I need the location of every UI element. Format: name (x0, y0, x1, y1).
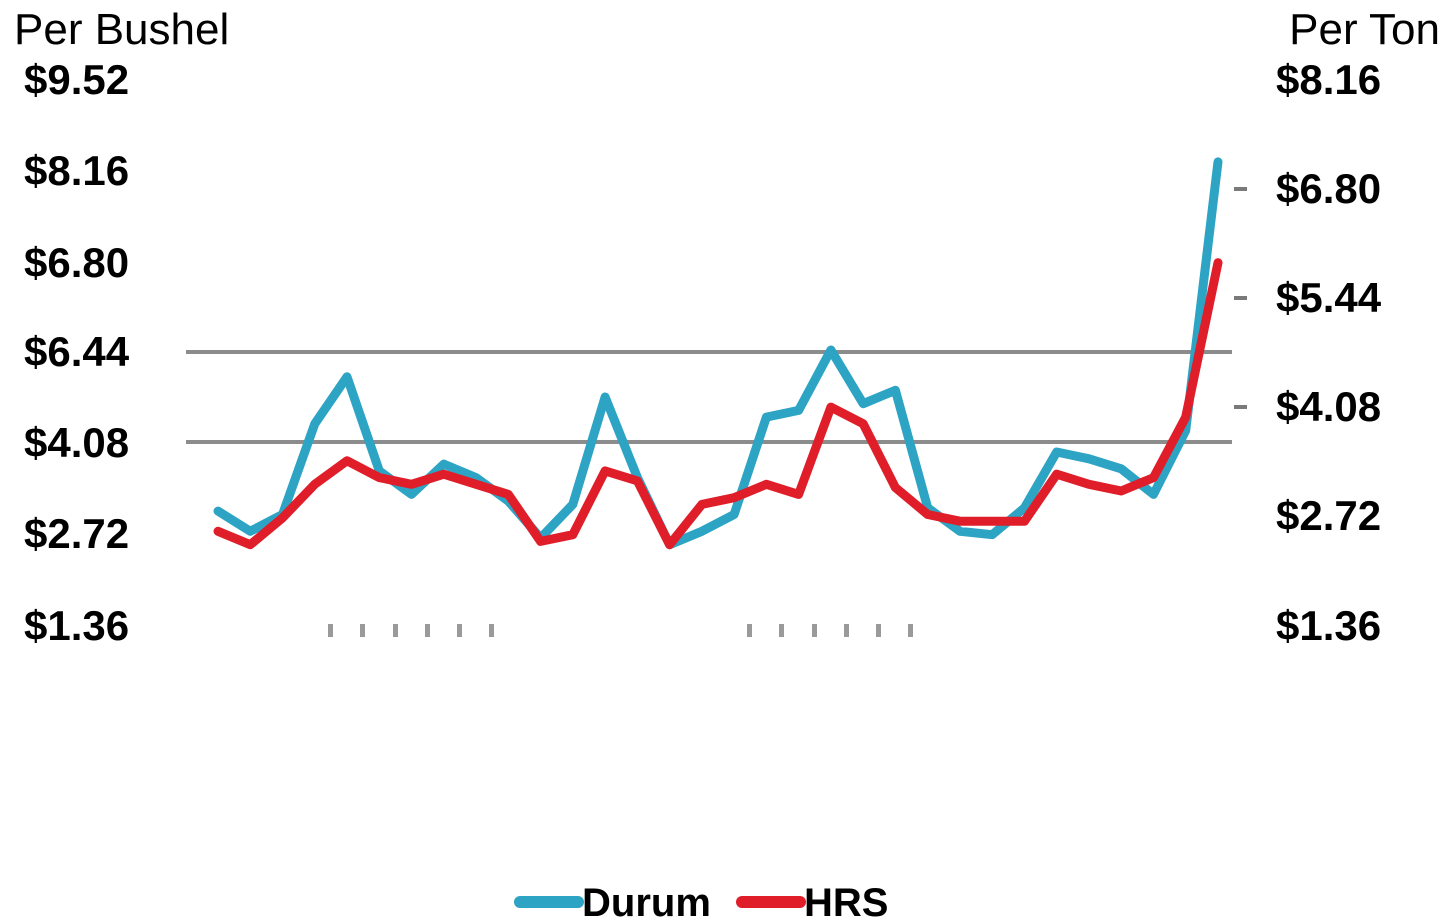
series-lines (213, 157, 1223, 550)
minor-tick (876, 624, 881, 637)
right-axis-title: Per Ton (1289, 5, 1440, 54)
left-axis-title: Per Bushel (14, 5, 229, 54)
right-tick-label: $2.72 (1276, 492, 1381, 539)
minor-ticks (328, 624, 913, 637)
minor-tick (812, 624, 817, 637)
left-tick-label: $1.36 (24, 602, 129, 649)
right-tick-label: $1.36 (1276, 602, 1381, 649)
minor-tick (328, 624, 333, 637)
left-axis: $9.52 $8.16 $6.80 $6.44 $4.08 $2.72 $1.36 (24, 56, 130, 649)
left-tick-label: $9.52 (24, 56, 129, 103)
legend-label-hrs: HRS (804, 881, 888, 924)
left-tick-label: $2.72 (24, 510, 129, 557)
left-tick-label: $6.80 (24, 239, 129, 286)
minor-tick (360, 624, 365, 637)
minor-tick (425, 624, 430, 637)
minor-tick (844, 624, 849, 637)
right-axis: $8.16 $6.80 $5.44 $4.08 $2.72 $1.36 (1234, 56, 1382, 649)
minor-tick (747, 624, 752, 637)
legend-label-durum: Durum (582, 881, 711, 924)
minor-tick (457, 624, 462, 637)
gridlines (186, 350, 1232, 444)
minor-tick (779, 624, 784, 637)
minor-tick (489, 624, 494, 637)
legend: Durum HRS (514, 881, 888, 924)
left-tick-label: $6.44 (24, 328, 130, 375)
minor-tick (908, 624, 913, 637)
right-tick-label: $6.80 (1276, 165, 1381, 212)
right-tick-label: $5.44 (1276, 274, 1382, 321)
minor-tick (393, 624, 398, 637)
left-tick-label: $8.16 (24, 147, 129, 194)
left-tick-label: $4.08 (24, 419, 129, 466)
series-line-hrs (213, 258, 1223, 550)
right-tick-label: $4.08 (1276, 383, 1381, 430)
right-tick-label: $8.16 (1276, 56, 1381, 103)
